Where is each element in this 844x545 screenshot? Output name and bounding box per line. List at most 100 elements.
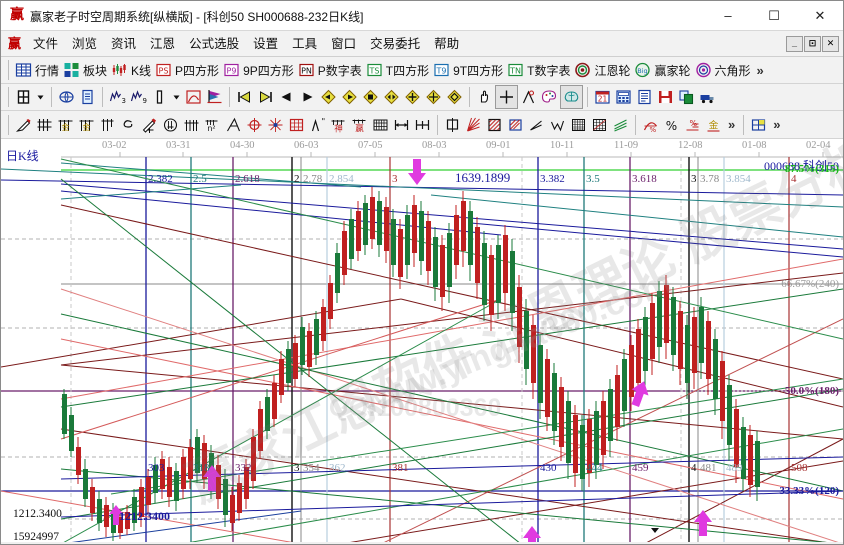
menu-formula-stock-pick[interactable]: 公式选股 — [189, 37, 240, 51]
next-page-button[interactable] — [297, 86, 318, 108]
boxed-grid-button[interactable] — [286, 114, 307, 136]
grid-lines-button[interactable] — [34, 114, 55, 136]
diamond-expand-button[interactable] — [381, 86, 402, 108]
toolbar-hexagon[interactable]: 六角形 — [693, 59, 753, 81]
diamond-target-button[interactable] — [444, 86, 465, 108]
tick-lines-button[interactable] — [181, 114, 202, 136]
gold-scale-1-button[interactable]: 金 — [55, 114, 76, 136]
span-arrows-button[interactable] — [391, 114, 412, 136]
chart-canvas[interactable]: 赢家江恩软件 江恩理论 股票分析 www.yingjia360.com QQ:1… — [1, 139, 843, 544]
menu-browse[interactable]: 浏览 — [72, 37, 98, 51]
menu-news[interactable]: 资讯 — [111, 37, 137, 51]
box-frame-button[interactable] — [442, 114, 463, 136]
calculator-button[interactable] — [613, 86, 634, 108]
gann-wheel-icon — [575, 62, 591, 78]
indicator-3-button[interactable]: 3 — [107, 86, 128, 108]
diamond-center-button[interactable] — [360, 86, 381, 108]
menu-trade-order[interactable]: 交易委托 — [370, 37, 421, 51]
mdi-close-button[interactable]: ✕ — [822, 36, 839, 52]
box-hatch-button[interactable] — [484, 114, 505, 136]
menu-window[interactable]: 窗口 — [331, 37, 357, 51]
pct-curve-button[interactable]: % — [640, 114, 661, 136]
menu-gann[interactable]: 江恩 — [150, 37, 176, 51]
pen-arrow-button[interactable] — [139, 114, 160, 136]
last-page-button[interactable] — [255, 86, 276, 108]
fine-grid-button[interactable] — [370, 114, 391, 136]
close-button[interactable]: ✕ — [814, 8, 826, 23]
angle-line-button[interactable] — [223, 114, 244, 136]
period-selector-button[interactable] — [13, 86, 34, 108]
toolbar-t-square[interactable]: TS T四方形 — [364, 59, 431, 81]
palette-button[interactable] — [539, 86, 560, 108]
gold-ratio-button[interactable]: 金 — [703, 114, 724, 136]
menu-file[interactable]: 文件 — [33, 37, 59, 51]
gann-fan-button[interactable] — [183, 86, 204, 108]
network-button[interactable] — [56, 86, 77, 108]
toolbar-winner-wheel[interactable]: Big 赢家轮 — [632, 59, 692, 81]
percent-button[interactable]: % — [661, 114, 682, 136]
toolbar-t-number-table[interactable]: TN T数字表 — [505, 59, 572, 81]
diamond-move-button[interactable] — [402, 86, 423, 108]
bar-dropdown-button[interactable] — [170, 86, 183, 108]
toolbar-quotes[interactable]: 行情 — [13, 59, 61, 81]
percent-bars-button[interactable]: % — [682, 114, 703, 136]
bar-column-button[interactable] — [149, 86, 170, 108]
toolbar-9t-square[interactable]: T9 9T四方形 — [431, 59, 505, 81]
save-button[interactable] — [655, 86, 676, 108]
first-page-button[interactable] — [234, 86, 255, 108]
box-shade-button[interactable] — [505, 114, 526, 136]
spiral-button[interactable] — [118, 114, 139, 136]
hand-pan-button[interactable] — [474, 86, 495, 108]
dense-grid-2-button[interactable] — [589, 114, 610, 136]
zigzag-line-button[interactable] — [547, 114, 568, 136]
menu-tools[interactable]: 工具 — [292, 37, 318, 51]
gann-ratio-6: 3 — [392, 173, 398, 185]
minimize-button[interactable]: – — [724, 8, 732, 23]
toolbar-9p-square[interactable]: P9 9P四方形 — [221, 59, 296, 81]
fork-lines-button[interactable] — [97, 114, 118, 136]
mdi-minimize-button[interactable]: _ — [786, 36, 803, 52]
shen-tool-button[interactable]: 神 — [328, 114, 349, 136]
star-burst-button[interactable] — [265, 114, 286, 136]
parallel-lines-button[interactable] — [610, 114, 631, 136]
dense-grid-button[interactable] — [568, 114, 589, 136]
span-arrows-2-button[interactable] — [412, 114, 433, 136]
slope-line-button[interactable] — [526, 114, 547, 136]
toolbar-p-square[interactable]: PS P四方形 — [153, 59, 221, 81]
report-button[interactable] — [77, 86, 98, 108]
pen-draw-button[interactable] — [13, 114, 34, 136]
prev-page-button[interactable] — [276, 86, 297, 108]
cycle-circle-button[interactable] — [160, 114, 181, 136]
toolbar-p-number-table[interactable]: PN P数字表 — [296, 59, 364, 81]
menu-settings[interactable]: 设置 — [253, 37, 279, 51]
diamond-left-button[interactable] — [318, 86, 339, 108]
toolbar-kline[interactable]: K线 — [109, 59, 153, 81]
analysis-button[interactable] — [560, 85, 583, 109]
toolbar-gann-wheel[interactable]: 江恩轮 — [572, 59, 632, 81]
flag-marker-button[interactable] — [204, 86, 225, 108]
color-cell-button[interactable] — [748, 114, 769, 136]
menu-help[interactable]: 帮助 — [434, 37, 460, 51]
crosshair-button[interactable] — [495, 85, 518, 109]
ying-tool-button[interactable]: 赢 — [349, 114, 370, 136]
indicator-9-button[interactable]: 9 — [128, 86, 149, 108]
print-button[interactable] — [697, 86, 718, 108]
copy-button[interactable] — [676, 86, 697, 108]
measure-button[interactable] — [518, 86, 539, 108]
notes-button[interactable] — [634, 86, 655, 108]
target-circle-button[interactable] — [244, 114, 265, 136]
peak-mark-button[interactable]: " — [307, 114, 328, 136]
calendar-button[interactable]: 21 — [592, 86, 613, 108]
toolbar-overflow-button[interactable]: » — [756, 62, 764, 78]
maximize-button[interactable]: ☐ — [768, 8, 780, 23]
n-squared-button[interactable]: n² — [202, 114, 223, 136]
diamond-right-button[interactable] — [339, 86, 360, 108]
fan-red-button[interactable] — [463, 114, 484, 136]
gold-scale-2-button[interactable]: 金 — [76, 114, 97, 136]
period-dropdown-button[interactable] — [34, 86, 47, 108]
drawing-toolbar-overflow-2[interactable]: » — [773, 117, 781, 132]
diamond-cross-button[interactable] — [423, 86, 444, 108]
mdi-restore-button[interactable]: ⊡ — [804, 36, 821, 52]
drawing-toolbar-overflow-1[interactable]: » — [728, 117, 736, 132]
toolbar-sector[interactable]: 板块 — [61, 59, 109, 81]
